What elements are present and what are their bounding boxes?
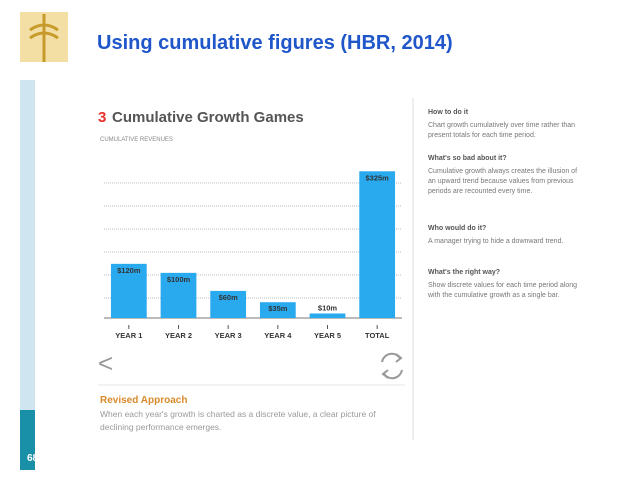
note-heading: Who would do it? (428, 225, 487, 232)
note-heading: What's so bad about it? (428, 155, 507, 162)
prev-button[interactable]: < (98, 348, 113, 378)
bar (259, 302, 296, 318)
logo-mark (29, 14, 59, 62)
note: Who would do it? A manager trying to hide… (428, 224, 583, 247)
note-heading: What's the right way? (428, 269, 501, 276)
note-text: Cumulative growth always creates the ill… (428, 168, 578, 195)
note-text: Chart growth cumulatively over time rath… (428, 122, 576, 139)
note-text: Show discrete values for each time perio… (428, 282, 578, 299)
value-label: $35m (268, 304, 288, 313)
revised-title: Revised Approach (100, 395, 187, 406)
value-label: $10m (318, 303, 338, 312)
bar (359, 171, 396, 318)
chart-subtitle: CUMULATIVE REVENUES (100, 137, 173, 143)
x-tick-label: TOTAL (365, 331, 390, 340)
refresh-button[interactable] (381, 352, 403, 380)
note-text: A manager trying to hide a downward tren… (428, 238, 564, 245)
chart-title: Cumulative Growth Games (112, 109, 304, 126)
note: What's so bad about it? Cumulative growth… (428, 154, 583, 197)
note: How to do it Chart growth cumulatively ov… (428, 108, 583, 141)
bar (309, 313, 346, 318)
x-tick-label: YEAR 2 (165, 331, 192, 340)
x-tick-label: YEAR 4 (264, 331, 292, 340)
x-tick-label: YEAR 3 (215, 331, 242, 340)
value-label: $100m (167, 275, 191, 284)
revised-text: When each year's growth is charted as a … (100, 409, 376, 432)
page-number: 68 (27, 453, 39, 464)
note-heading: How to do it (428, 109, 469, 116)
grid (104, 182, 402, 299)
bar (110, 263, 147, 318)
bar (160, 272, 197, 318)
note: What's the right way? Show discrete value… (428, 268, 583, 301)
chart-number: 3 (98, 109, 106, 126)
value-label: $120m (117, 266, 141, 275)
value-label: $60m (219, 293, 239, 302)
value-label: $325m (365, 173, 389, 182)
x-tick-label: YEAR 1 (115, 331, 142, 340)
x-tick-label: YEAR 5 (314, 331, 341, 340)
side-strip (20, 80, 35, 410)
slide-title: Using cumulative figures (HBR, 2014) (97, 32, 453, 54)
bar (210, 290, 247, 318)
side-strip-dark (20, 410, 35, 470)
